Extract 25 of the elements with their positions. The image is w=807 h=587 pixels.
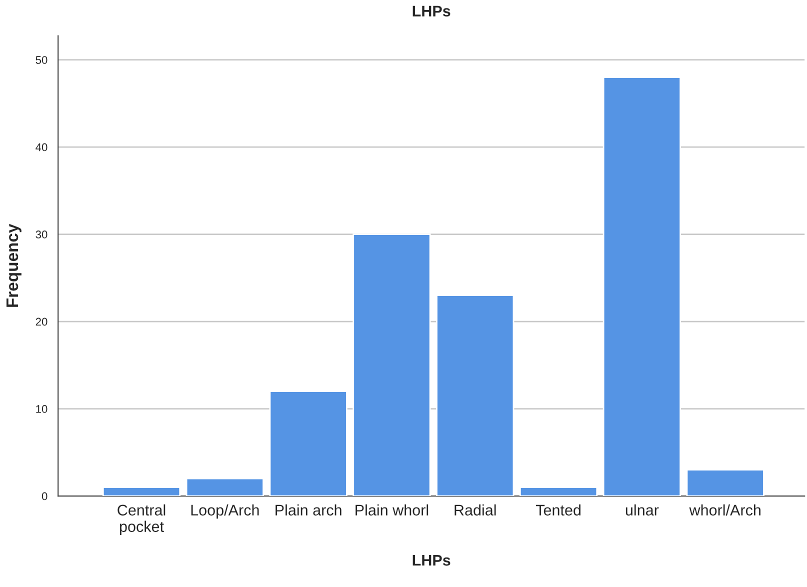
bar bbox=[686, 469, 764, 496]
y-tick-label: 50 bbox=[36, 56, 48, 64]
bar bbox=[602, 76, 681, 496]
x-axis-title: LHPs bbox=[412, 555, 450, 566]
bar bbox=[186, 478, 264, 496]
x-tick-label: Radial bbox=[454, 504, 496, 516]
x-tick-label: ulnar bbox=[626, 504, 659, 516]
y-tick-label: 30 bbox=[36, 230, 48, 238]
y-axis-title: Frequency bbox=[6, 224, 22, 307]
bar bbox=[352, 234, 431, 496]
chart-title: LHPs bbox=[412, 6, 450, 17]
x-tick-label: Tented bbox=[536, 504, 580, 516]
bar bbox=[519, 486, 598, 496]
y-tick-label: 40 bbox=[36, 143, 48, 152]
bar bbox=[102, 486, 181, 496]
bar bbox=[436, 294, 514, 496]
x-tick-label: Loop/Arch bbox=[191, 504, 259, 519]
x-tick-label: Central pocket bbox=[118, 504, 166, 536]
x-tick-label: whorl/Arch bbox=[689, 504, 760, 516]
y-tick-label: 0 bbox=[42, 492, 48, 500]
y-tick-label: 10 bbox=[36, 405, 48, 413]
bar bbox=[269, 390, 348, 496]
x-tick-label: Plain arch bbox=[276, 504, 342, 516]
x-tick-label: Plain whorl bbox=[356, 504, 428, 516]
y-tick-label: 20 bbox=[36, 318, 48, 326]
